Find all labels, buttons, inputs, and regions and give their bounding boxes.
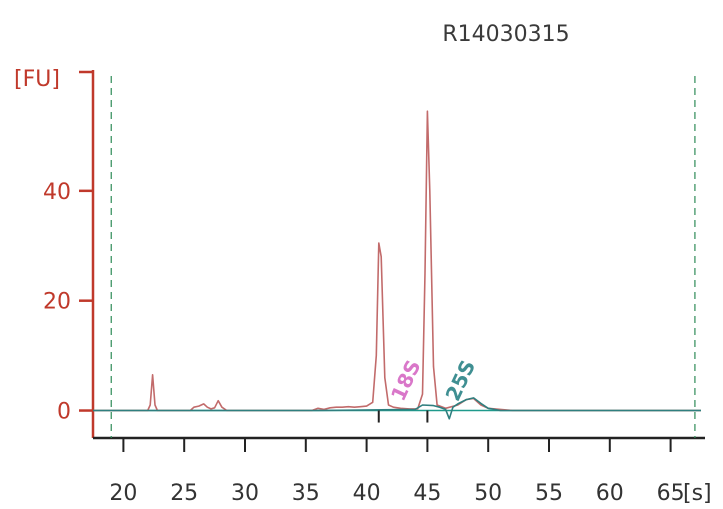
y-tick-label-20: 20	[43, 290, 71, 315]
series-line-1	[93, 110, 701, 412]
x-axis-label: [s]	[683, 481, 712, 506]
x-tick-label-25: 25	[170, 481, 198, 506]
x-tick-label-65: 65	[657, 481, 685, 506]
x-tick-label-20: 20	[109, 481, 137, 506]
x-tick-label-35: 35	[292, 481, 320, 506]
chart-title: R14030315	[442, 22, 569, 47]
x-tick-label-55: 55	[535, 481, 563, 506]
y-axis-label: [FU]	[14, 67, 60, 92]
x-tick-label-60: 60	[596, 481, 624, 506]
x-tick-label-45: 45	[413, 481, 441, 506]
y-tick-label-40: 40	[43, 180, 71, 205]
x-tick-label-50: 50	[474, 481, 502, 506]
y-tick-label-0: 0	[57, 400, 71, 425]
x-tick-label-40: 40	[353, 481, 381, 506]
x-tick-label-30: 30	[231, 481, 259, 506]
series-line-2	[93, 397, 701, 420]
peak-annotation-1: 18S	[386, 356, 426, 404]
